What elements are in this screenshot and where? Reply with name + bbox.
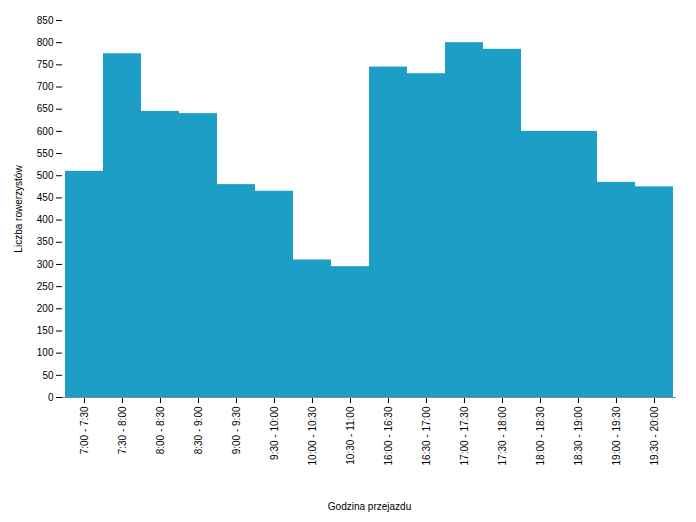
svg-text:18:00 - 18:30: 18:00 - 18:30 [535, 406, 546, 465]
svg-text:17:30 - 18:00: 17:30 - 18:00 [497, 406, 508, 465]
svg-text:9:30 - 10:00: 9:30 - 10:00 [269, 406, 280, 460]
svg-text:550: 550 [37, 148, 54, 159]
svg-text:100: 100 [37, 347, 54, 358]
svg-text:16:30 - 17:00: 16:30 - 17:00 [421, 406, 432, 465]
svg-text:7:30 - 8:00: 7:30 - 8:00 [117, 406, 128, 454]
svg-text:750: 750 [37, 59, 54, 70]
svg-text:17:00 - 17:30: 17:00 - 17:30 [459, 406, 470, 465]
svg-text:10:00 - 10:30: 10:00 - 10:30 [307, 406, 318, 465]
svg-text:450: 450 [37, 192, 54, 203]
svg-text:9:00 - 9:30: 9:00 - 9:30 [231, 406, 242, 454]
svg-text:19:30 - 20:00: 19:30 - 20:00 [649, 406, 660, 465]
svg-text:16:00 - 16:30: 16:00 - 16:30 [383, 406, 394, 465]
svg-text:800: 800 [37, 37, 54, 48]
svg-text:700: 700 [37, 81, 54, 92]
svg-text:500: 500 [37, 170, 54, 181]
svg-text:18:30 - 19:00: 18:30 - 19:00 [573, 406, 584, 465]
svg-text:19:00 - 19:30: 19:00 - 19:30 [611, 406, 622, 465]
svg-text:600: 600 [37, 126, 54, 137]
svg-text:Liczba rowerzystów: Liczba rowerzystów [13, 165, 24, 253]
svg-text:10:30 - 11:00: 10:30 - 11:00 [345, 406, 356, 465]
svg-text:400: 400 [37, 214, 54, 225]
svg-text:350: 350 [37, 236, 54, 247]
svg-text:250: 250 [37, 281, 54, 292]
svg-text:8:30 - 9:00: 8:30 - 9:00 [193, 406, 204, 454]
svg-text:300: 300 [37, 259, 54, 270]
svg-text:0: 0 [48, 392, 54, 403]
svg-text:Godzina przejazdu: Godzina przejazdu [328, 501, 411, 512]
svg-text:50: 50 [42, 370, 54, 381]
svg-text:850: 850 [37, 15, 54, 26]
svg-text:8:00 - 8:30: 8:00 - 8:30 [155, 406, 166, 454]
svg-text:150: 150 [37, 325, 54, 336]
svg-text:200: 200 [37, 303, 54, 314]
svg-text:7:00 - 7:30: 7:00 - 7:30 [79, 406, 90, 454]
svg-text:650: 650 [37, 103, 54, 114]
